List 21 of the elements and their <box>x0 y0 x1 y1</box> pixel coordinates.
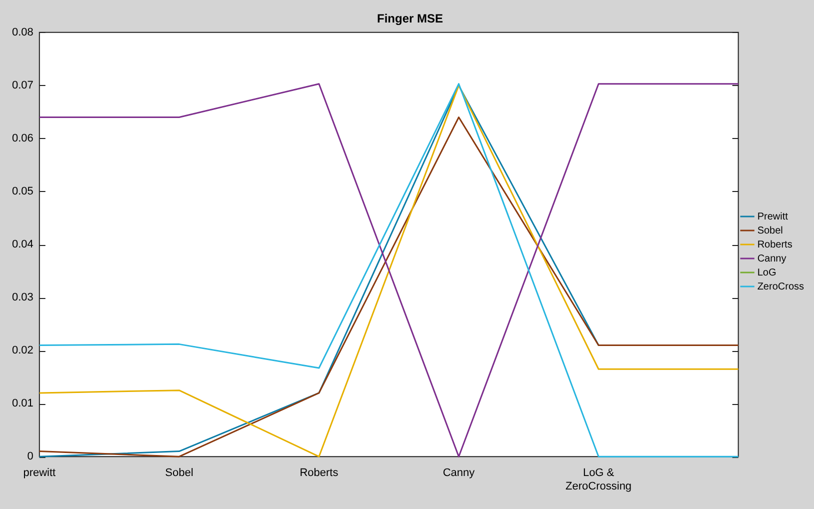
legend-label: LoG <box>757 267 776 278</box>
legend-label: ZeroCross <box>757 281 804 292</box>
y-tick-label: 0.06 <box>12 132 34 144</box>
legend-label: Prewitt <box>757 211 788 222</box>
y-tick-label: 0.02 <box>12 344 34 357</box>
y-tick-label: 0.01 <box>12 398 34 410</box>
x-tick-label: prewitt <box>23 467 56 480</box>
chart-title: Finger MSE <box>376 12 444 26</box>
y-tick-label: 0.05 <box>12 186 34 198</box>
x-tick-label: Sobel <box>165 467 194 480</box>
y-tick-label: 0.04 <box>12 238 34 251</box>
y-tick-label: 0.03 <box>12 292 34 304</box>
y-tick-label: 0.07 <box>12 79 34 92</box>
y-tick-label: 0 <box>27 450 34 463</box>
y-tick-label: 0.08 <box>12 26 34 38</box>
legend-label: Sobel <box>757 225 783 236</box>
x-tick-label: LoG & ZeroCrossing <box>566 467 632 492</box>
legend-label: Canny <box>757 253 786 264</box>
x-tick-label: Canny <box>442 467 476 480</box>
x-tick-label: Roberts <box>300 467 339 480</box>
legend-label: Roberts <box>757 239 792 250</box>
